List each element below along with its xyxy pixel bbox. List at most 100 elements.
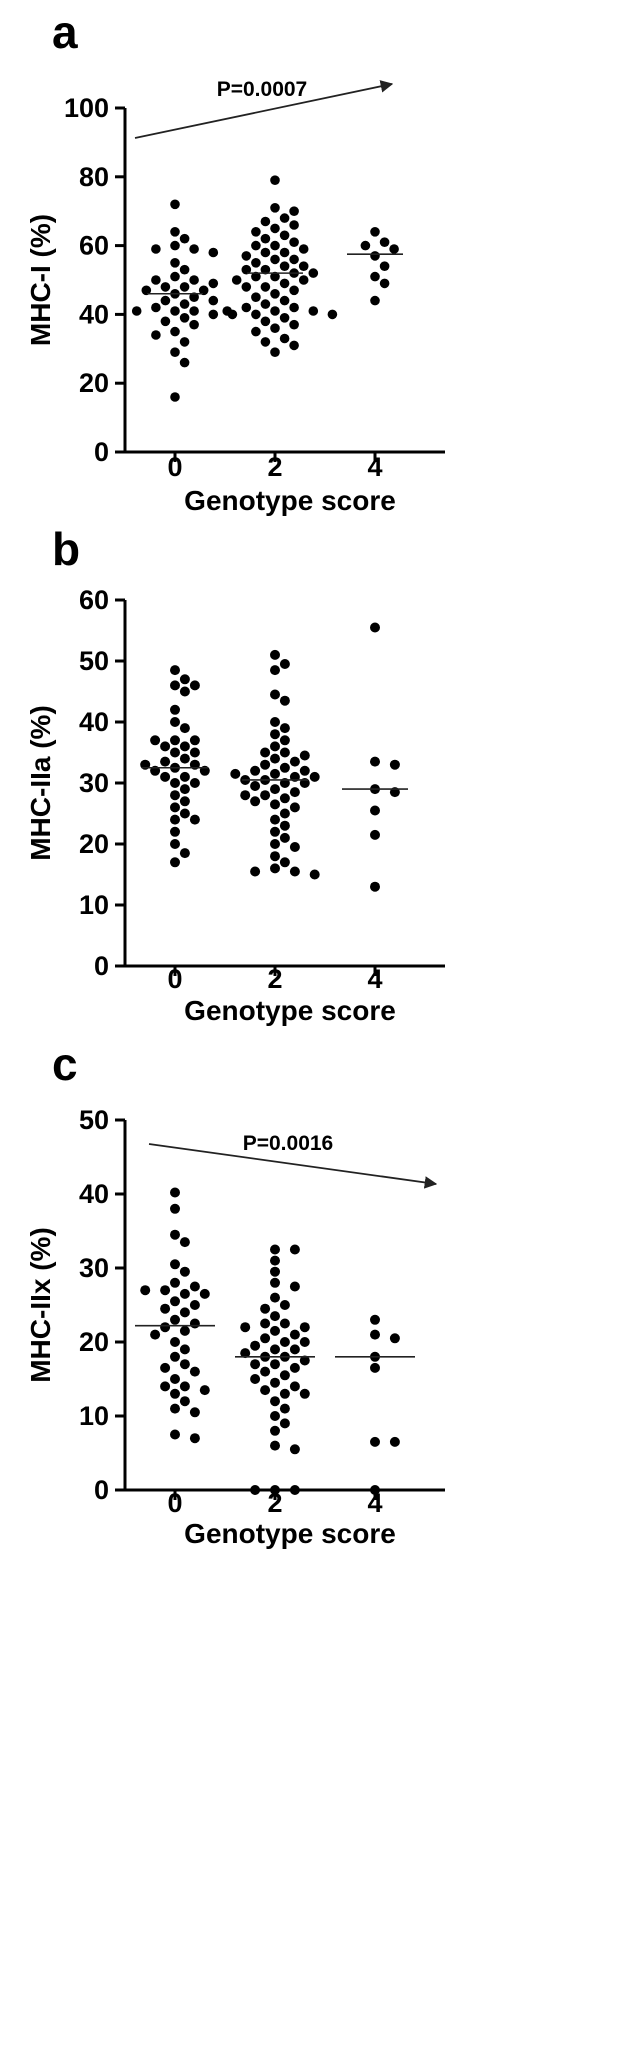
data-point xyxy=(170,802,180,813)
x-axis-title: Genotype score xyxy=(184,995,396,1026)
data-point xyxy=(299,750,310,761)
data-point xyxy=(189,292,199,303)
data-point xyxy=(179,784,190,795)
data-point xyxy=(309,771,320,782)
data-point xyxy=(279,1403,290,1414)
data-point xyxy=(270,729,280,740)
data-point xyxy=(298,244,309,254)
data-point xyxy=(179,723,190,734)
data-point xyxy=(279,247,290,258)
data-point xyxy=(289,1344,300,1355)
data-point xyxy=(189,680,200,691)
data-point xyxy=(170,227,180,237)
data-point xyxy=(160,1381,171,1392)
data-point xyxy=(170,240,180,251)
data-point xyxy=(260,1385,271,1396)
data-point xyxy=(270,1277,280,1288)
data-point xyxy=(270,1266,280,1277)
data-point xyxy=(189,1366,200,1377)
data-point xyxy=(270,1411,280,1421)
data-point xyxy=(179,1288,190,1299)
data-point xyxy=(222,306,232,316)
data-point xyxy=(179,299,190,309)
data-point xyxy=(309,869,320,880)
data-point xyxy=(170,1314,180,1325)
data-point xyxy=(179,796,190,807)
data-point xyxy=(189,778,200,788)
data-point xyxy=(251,227,261,237)
data-point xyxy=(308,268,319,278)
data-point xyxy=(279,230,290,241)
data-point xyxy=(170,1259,180,1270)
data-point xyxy=(270,753,280,764)
data-point xyxy=(170,778,180,788)
data-point xyxy=(289,1485,300,1495)
y-tick-label: 10 xyxy=(79,890,109,920)
data-point xyxy=(170,258,180,268)
data-point xyxy=(170,790,180,801)
y-tick-label: 40 xyxy=(79,1179,109,1209)
data-point xyxy=(179,848,190,859)
data-point xyxy=(199,1288,210,1299)
data-point xyxy=(298,275,309,285)
data-point xyxy=(270,741,280,752)
data-point xyxy=(279,820,290,831)
data-point xyxy=(279,808,290,819)
data-point xyxy=(270,1485,280,1495)
data-point xyxy=(270,863,280,874)
data-point xyxy=(250,765,261,776)
data-point xyxy=(360,240,371,251)
data-point xyxy=(240,1348,251,1359)
y-tick-label: 0 xyxy=(94,951,109,981)
data-point xyxy=(250,1359,261,1370)
data-point xyxy=(270,1396,280,1407)
data-point xyxy=(279,832,290,843)
data-point xyxy=(279,213,290,223)
data-point xyxy=(179,741,190,752)
data-point xyxy=(389,244,399,254)
data-point xyxy=(179,337,190,347)
p-value-label: P=0.0016 xyxy=(243,1132,334,1155)
data-point xyxy=(270,689,280,700)
data-point xyxy=(260,316,271,327)
data-point xyxy=(189,1300,200,1310)
data-point xyxy=(279,1318,290,1329)
data-point xyxy=(370,295,380,306)
data-point xyxy=(270,717,280,727)
data-point xyxy=(389,1436,400,1447)
y-axis-title: MHC-IIx (%) xyxy=(25,1227,56,1383)
data-point xyxy=(251,271,261,282)
y-tick-label: 30 xyxy=(79,768,109,798)
data-point xyxy=(160,771,171,782)
data-point xyxy=(170,271,180,282)
data-point xyxy=(231,275,242,285)
data-point xyxy=(279,1418,290,1429)
data-point xyxy=(289,1381,300,1392)
y-tick-label: 60 xyxy=(79,231,109,261)
data-point xyxy=(270,1359,280,1370)
data-point xyxy=(289,237,299,247)
data-point xyxy=(260,1366,271,1377)
data-point xyxy=(208,309,219,320)
data-point xyxy=(379,237,390,247)
trend-arrow xyxy=(134,80,394,139)
data-point xyxy=(279,1337,290,1347)
data-point xyxy=(179,1307,190,1318)
y-tick-label: 100 xyxy=(64,93,109,123)
data-point xyxy=(289,319,299,330)
data-point xyxy=(179,1325,190,1336)
x-tick-label: 4 xyxy=(367,1488,382,1518)
data-point xyxy=(199,1385,210,1396)
data-point xyxy=(151,244,161,254)
data-point xyxy=(289,206,299,216)
data-point xyxy=(279,857,290,868)
data-point xyxy=(299,1355,310,1366)
data-point xyxy=(160,1285,171,1296)
data-point xyxy=(260,247,271,258)
data-point xyxy=(289,1281,300,1292)
x-tick-label: 2 xyxy=(267,964,282,994)
data-point xyxy=(260,1303,271,1314)
data-point xyxy=(189,244,199,254)
